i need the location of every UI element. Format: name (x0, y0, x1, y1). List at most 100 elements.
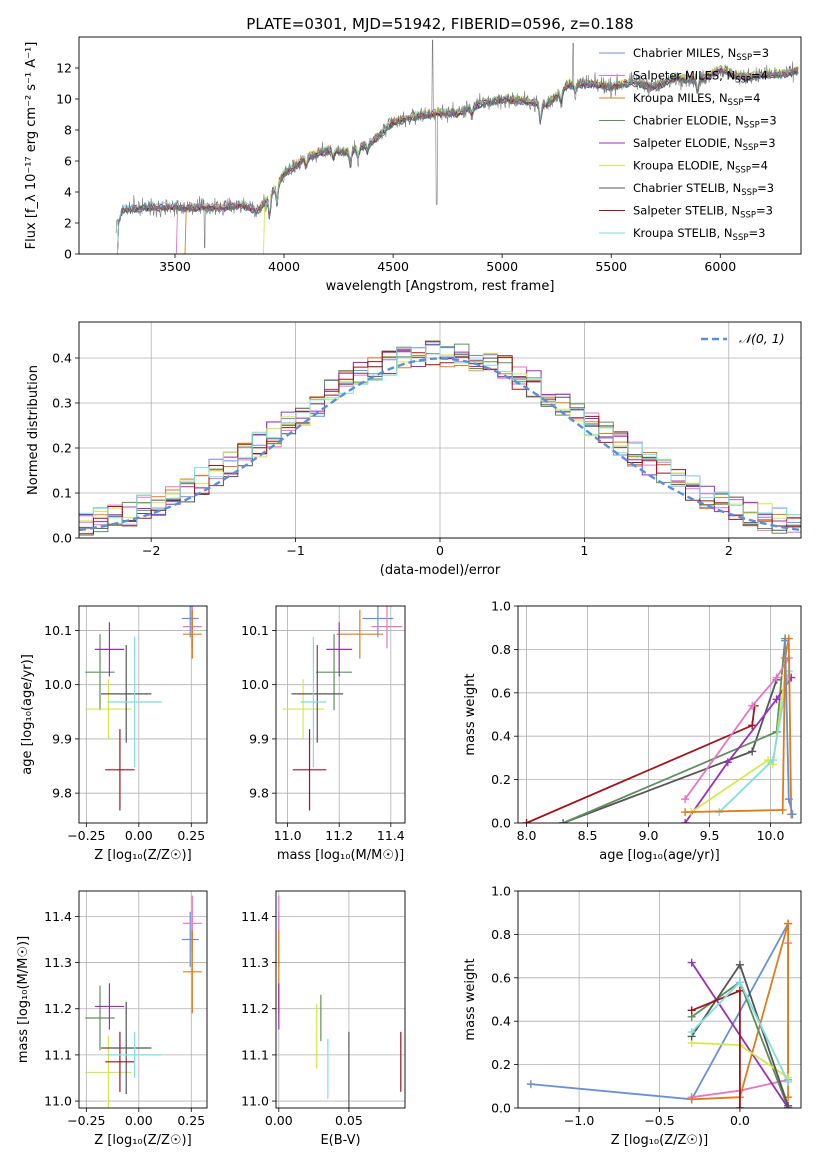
y-tick-label: 10.1 (241, 623, 269, 638)
mass-weight-vs-age-panel: 8.0 8.5 9.0 9.5 10.0 0.0 0.2 0.4 0.6 0.8 1.0 age [l… (463, 599, 802, 863)
data-point-marker (735, 1104, 744, 1108)
y-tick-label: 0.8 (491, 927, 511, 942)
y-axis-label: mass weight (463, 958, 478, 1040)
age-vs-Z-panel: −0.25 0.00 0.25 9.8 9.9 10.0 10.1 Z [log₁₀(Z/Z☉… (20, 605, 208, 863)
legend-label: Salpeter STELIB, NSSP=3 (633, 204, 773, 221)
x-tick-label: −1.0 (564, 1113, 594, 1128)
data-point-marker (772, 695, 781, 704)
mass-weight-line (691, 989, 741, 1108)
x-tick-label: 11.4 (377, 828, 405, 843)
data-point-marker (735, 978, 744, 987)
x-tick-label: 0.00 (265, 1113, 293, 1128)
x-axis-label: E(B-V) (320, 1133, 360, 1148)
legend-label: Salpeter MILES, NSSP=4 (633, 69, 768, 86)
y-tick-label: 0.4 (52, 351, 72, 366)
age-vs-Z-plot-area (85, 606, 202, 811)
data-point-marker (788, 810, 797, 819)
x-tick-label: 9.5 (700, 828, 720, 843)
y-tick-label: 10.1 (44, 623, 72, 638)
x-tick-label: 5500 (595, 259, 627, 274)
legend-label: Chabrier STELIB, NSSP=3 (633, 181, 774, 198)
y-tick-label: 10.0 (241, 677, 269, 692)
spectrum-plot-area (115, 39, 800, 254)
x-tick-label: −2 (142, 543, 160, 558)
x-tick-label: 0.25 (177, 1113, 205, 1128)
data-point-marker (784, 919, 793, 928)
x-tick-label: 0.00 (125, 1113, 153, 1128)
y-tick-label: 0.6 (491, 685, 511, 700)
y-axis-label: Flux [f_λ 10⁻¹⁷ erg cm⁻² s⁻¹ A⁻¹] (24, 42, 39, 250)
spectrum-legend: Chabrier MILES, NSSP=3 Salpeter MILES, NS… (599, 46, 777, 243)
legend-label: Chabrier ELODIE, NSSP=3 (633, 114, 777, 131)
age-vs-mass-frame (275, 605, 406, 824)
x-axis-label: age [log₁₀(age/yr)] (599, 848, 720, 863)
data-point-marker (748, 721, 757, 730)
y-tick-label: 11.0 (241, 1094, 269, 1109)
data-point-marker (526, 1080, 535, 1089)
mass-vs-ebv-frame (275, 890, 406, 1109)
x-tick-label: 1 (580, 543, 588, 558)
legend-label: Salpeter ELODIE, NSSP=3 (633, 136, 776, 153)
x-axis-label: Z [log₁₀(Z/Z☉)] (94, 1133, 191, 1148)
model-spectrum-line (116, 68, 799, 254)
y-axis-label: age [log₁₀(age/yr)] (20, 654, 35, 775)
x-tick-label: 0.25 (177, 828, 205, 843)
y-axis-label: Normed distribution (26, 365, 41, 495)
x-axis-label: (data-model)/error (380, 563, 501, 578)
y-tick-label: 0.0 (52, 531, 72, 546)
x-tick-label: 2 (725, 543, 733, 558)
y-tick-label: 1.0 (491, 884, 511, 899)
y-tick-label: 12 (56, 61, 72, 76)
spectrum-panel: 3500 4000 4500 5000 5500 6000 0 2 4 6 8 10 12 wavelen… (24, 15, 802, 294)
spectrum-frame (78, 36, 802, 255)
y-tick-label: 11.2 (44, 1001, 72, 1016)
x-tick-label: 0 (436, 543, 444, 558)
residual-histogram (79, 340, 801, 538)
data-point-marker (522, 819, 531, 823)
y-tick-label: 0.0 (491, 1101, 511, 1116)
data-point-marker (781, 636, 790, 645)
normal-curve (79, 357, 801, 532)
data-point-marker (687, 1028, 696, 1037)
mass-vs-Z-panel: −0.25 0.00 0.25 11.0 11.1 11.2 11.3 11.4 Z [log₁… (16, 890, 208, 1148)
y-tick-label: 0.2 (491, 772, 511, 787)
mass-weight-line (684, 657, 790, 800)
y-tick-label: 0.4 (491, 729, 511, 744)
data-point-marker (772, 673, 781, 682)
y-tick-label: 9.8 (249, 786, 269, 801)
x-tick-label: 11.2 (325, 828, 353, 843)
y-tick-label: 2 (64, 216, 72, 231)
y-tick-label: 9.9 (52, 731, 72, 746)
y-tick-label: 0.6 (491, 970, 511, 985)
legend-label: 𝒩(0, 1) (739, 331, 785, 346)
x-axis-label: Z [log₁₀(Z/Z☉)] (611, 1133, 708, 1148)
y-axis-label: mass [log₁₀(M/M☉)] (16, 936, 31, 1063)
data-point-marker (681, 808, 690, 817)
data-point-marker (778, 805, 787, 814)
data-point-marker (748, 747, 757, 756)
y-tick-label: 0.3 (52, 396, 72, 411)
y-tick-label: 0.2 (52, 441, 72, 456)
data-point-marker (784, 1101, 793, 1108)
data-point-marker (723, 758, 732, 767)
x-tick-label: 6000 (704, 259, 736, 274)
data-point-marker (748, 701, 757, 710)
x-tick-label: 0.00 (125, 828, 153, 843)
x-axis-label: Z [log₁₀(Z/Z☉)] (94, 848, 191, 863)
data-point-marker (559, 819, 568, 823)
age-vs-Z-frame (78, 605, 208, 824)
y-tick-label: 11.1 (241, 1047, 269, 1062)
y-tick-label: 9.8 (52, 786, 72, 801)
x-tick-label: 5000 (486, 259, 518, 274)
legend-label: Kroupa ELODIE, NSSP=4 (633, 159, 768, 176)
y-tick-label: 11.2 (241, 1001, 269, 1016)
age-vs-mass-plot-area (282, 606, 403, 811)
data-point-marker (687, 958, 696, 967)
legend-label: Kroupa STELIB, NSSP=3 (633, 226, 765, 243)
y-tick-label: 0.8 (491, 642, 511, 657)
x-axis-label: mass [log₁₀(M/M☉)] (277, 848, 404, 863)
y-axis-label: mass weight (463, 673, 478, 755)
y-tick-label: 9.9 (249, 731, 269, 746)
x-tick-label: 11.0 (274, 828, 302, 843)
y-tick-label: 0.2 (491, 1057, 511, 1072)
